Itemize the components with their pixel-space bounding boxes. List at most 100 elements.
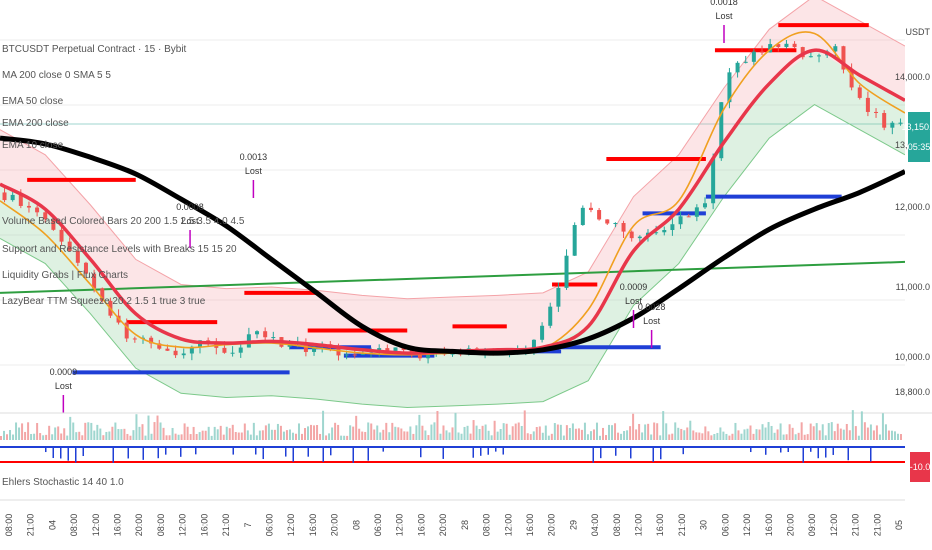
volume-bar — [204, 430, 207, 440]
volume-bar — [559, 424, 562, 440]
volume-bar — [352, 426, 355, 440]
price-tick-label: 14,000.0 — [895, 72, 930, 82]
candle-body — [548, 306, 553, 326]
volume-bar — [815, 423, 818, 440]
osc-value-badge — [910, 452, 930, 482]
volume-bar — [526, 433, 529, 440]
volume-bar — [436, 411, 439, 440]
annotation-value: 0.0018 — [710, 0, 738, 7]
volume-bar — [680, 428, 683, 440]
volume-bar — [373, 429, 376, 440]
candle-body — [344, 354, 349, 356]
volume-bar — [683, 430, 686, 440]
volume-bar — [514, 423, 517, 440]
volume-bar — [36, 423, 39, 440]
candle-body — [711, 158, 716, 204]
volume-bar — [484, 424, 487, 440]
volume-bar — [749, 425, 752, 440]
volume-bar — [791, 427, 794, 440]
oscillator-bar — [780, 447, 782, 453]
volume-bar — [349, 425, 352, 440]
volume-bar — [90, 422, 93, 440]
time-tick-label: 09:00 — [807, 514, 817, 537]
volume-bar — [764, 427, 767, 440]
time-tick-label: 16:00 — [416, 514, 426, 537]
volume-bar — [641, 432, 644, 440]
volume-bar — [87, 422, 90, 440]
volume-bar — [478, 429, 481, 440]
volume-bar — [322, 410, 325, 440]
volume-bar — [174, 433, 177, 440]
candle-body — [613, 222, 618, 224]
volume-bar — [737, 430, 740, 440]
volume-bar — [403, 431, 406, 440]
volume-bar — [695, 432, 698, 440]
volume-bar — [499, 429, 502, 440]
volume-bar — [623, 431, 626, 440]
volume-bar — [210, 435, 213, 440]
volume-bar — [827, 423, 830, 440]
candle-body — [735, 62, 740, 73]
volume-bar — [704, 426, 707, 440]
candle-body — [540, 325, 545, 340]
volume-bar — [117, 429, 120, 440]
legend-symbol: BTCUSDT Perpetual Contract · 15 · Bybit — [2, 44, 187, 55]
volume-bar — [301, 433, 303, 440]
oscillator-bar — [487, 447, 489, 455]
candle-body — [173, 350, 178, 356]
candle-body — [670, 224, 675, 231]
volume-bar — [686, 427, 689, 440]
time-tick-label: 21:00 — [677, 514, 687, 537]
candle-body — [784, 43, 789, 47]
volume-bar — [439, 433, 442, 440]
time-tick-label: 12:00 — [634, 514, 644, 537]
volume-bar — [337, 424, 340, 440]
time-tick-label: 20:00 — [438, 514, 448, 537]
volume-bar — [800, 422, 803, 440]
volume-bar — [722, 431, 725, 440]
candle-body — [181, 353, 186, 356]
candle-body — [776, 44, 781, 47]
volume-bar — [418, 414, 421, 440]
volume-bar — [325, 435, 328, 440]
time-tick-label: 29 — [568, 520, 578, 530]
volume-bar — [785, 434, 788, 440]
volume-bar — [15, 422, 18, 440]
annotation-value: 0.0028 — [638, 302, 666, 312]
candle-body — [817, 55, 822, 57]
candle-body — [26, 205, 31, 208]
volume-bar — [788, 424, 791, 440]
volume-bar — [481, 425, 484, 440]
volume-bar — [833, 431, 836, 440]
volume-bar — [574, 428, 577, 440]
volume-bar — [24, 431, 27, 440]
candle-body — [35, 207, 40, 213]
oscillator-bar — [307, 447, 309, 457]
candle-body — [719, 102, 724, 159]
oscillator-bar — [442, 447, 444, 459]
current-price-badge — [908, 112, 930, 162]
volume-bar — [677, 427, 680, 440]
volume-bar — [427, 435, 430, 440]
volume-bar — [186, 426, 189, 440]
volume-bar — [635, 429, 638, 440]
volume-bar — [252, 422, 255, 440]
legend-ma200: MA 200 close 0 SMA 5 5 — [2, 70, 111, 81]
time-tick-label: 12:00 — [178, 514, 188, 537]
candle-body — [360, 353, 365, 355]
volume-bar — [54, 427, 57, 440]
time-tick-label: 12:00 — [395, 514, 405, 537]
time-tick-label: 12:00 — [829, 514, 839, 537]
volume-bar — [282, 431, 285, 440]
volume-bar — [406, 431, 409, 440]
oscillator-bar — [870, 447, 872, 462]
oscillator-bar — [292, 447, 294, 462]
volume-bar — [568, 428, 571, 440]
volume-bar — [195, 434, 198, 440]
volume-bar — [469, 433, 472, 440]
volume-bar — [773, 432, 776, 440]
volume-bar — [382, 429, 385, 440]
volume-bar — [391, 422, 394, 440]
volume-bar — [400, 428, 403, 440]
